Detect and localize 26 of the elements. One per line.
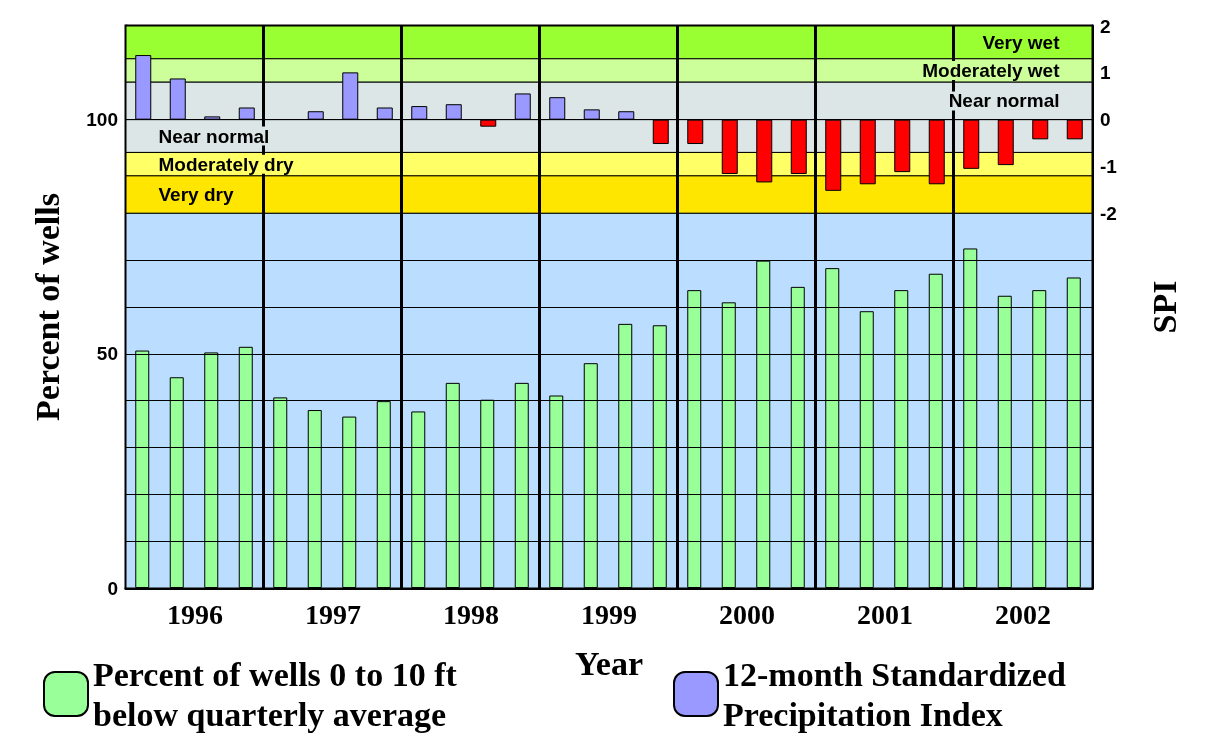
y-tick-label: 100 [86, 109, 118, 131]
band-label: Near normal [158, 125, 270, 147]
band-label: Very wet [982, 31, 1061, 53]
legend-label: Percent of wells 0 to 10 ft below quarterly average [93, 655, 466, 733]
band-label: Moderately wet [922, 59, 1061, 81]
x-tick-label: 2000 [719, 598, 775, 630]
band-label: Very dry [158, 184, 234, 206]
x-tick-label: 1999 [581, 598, 637, 630]
y2-tick-label: 0 [1100, 109, 1111, 131]
y-tick-label: 50 [96, 343, 118, 365]
y2-axis-title: SPI [1145, 280, 1183, 334]
x-tick-label: 2002 [995, 598, 1051, 630]
y2-tick-label: -1 [1100, 156, 1118, 177]
x-tick-label: 1996 [167, 598, 223, 630]
x-tick-label: 1998 [443, 598, 499, 630]
x-tick-label: 2001 [857, 598, 913, 630]
band-label: Moderately dry [158, 153, 295, 175]
y2-tick-label: 1 [1100, 62, 1111, 84]
y2-tick-label: 2 [1100, 15, 1111, 37]
band-label: Near normal [948, 90, 1060, 112]
x-tick-label: 1997 [305, 598, 361, 630]
y-tick-label: 0 [107, 577, 118, 599]
x-axis-title: Year [575, 644, 643, 682]
legend-label: 12-month Standardized Precipitation Index [723, 655, 1075, 733]
y-axis-title: Percent of wells [28, 193, 66, 421]
y2-tick-label: -2 [1100, 202, 1117, 224]
